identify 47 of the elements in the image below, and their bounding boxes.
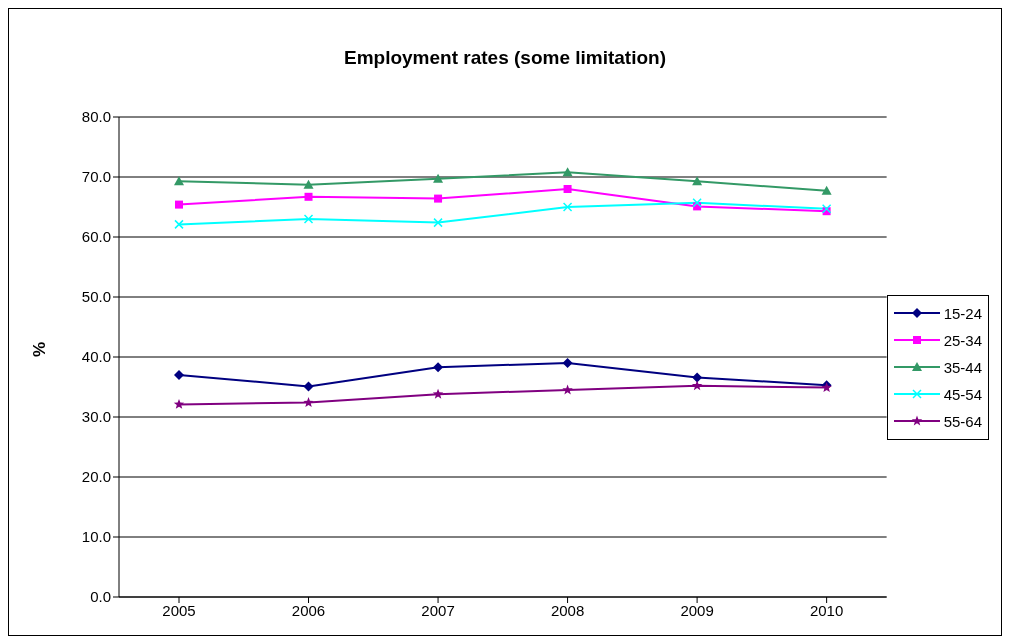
point	[432, 388, 444, 399]
y-tick-label: 80.0	[81, 108, 111, 126]
y-tick-label: 40.0	[81, 348, 111, 366]
legend-label: 25-34	[943, 331, 982, 349]
y-tick-label: 50.0	[81, 288, 111, 306]
y-tick-label: 70.0	[81, 168, 111, 186]
y-tick-label: 30.0	[81, 408, 111, 426]
point	[303, 397, 314, 408]
point	[174, 219, 184, 230]
y-tick-label: 10.0	[81, 528, 111, 546]
x-tick-label: 2009	[680, 601, 714, 619]
point	[562, 358, 573, 368]
point	[562, 384, 573, 395]
legend-label: 15-24	[943, 304, 982, 322]
y-tick-label: 60.0	[81, 228, 111, 246]
legend-label: 45-54	[943, 385, 982, 403]
legend-label: 35-44	[943, 358, 982, 376]
point	[563, 185, 572, 193]
point	[174, 370, 184, 380]
x-tick-label: 2008	[550, 601, 585, 619]
y-tick-label: 20.0	[81, 468, 111, 486]
point	[691, 380, 703, 391]
y-tick-label: 0.0	[90, 588, 111, 606]
point	[303, 214, 314, 224]
point	[562, 167, 573, 177]
point	[174, 176, 184, 186]
point	[692, 198, 702, 208]
legend-label: 55-64	[943, 412, 982, 430]
point	[821, 185, 832, 195]
x-tick-label: 2007	[421, 601, 455, 619]
x-tick-label: 2005	[162, 601, 196, 619]
point	[303, 179, 314, 189]
x-tick-label: 2006	[291, 601, 326, 619]
point	[303, 381, 314, 392]
x-tick-label: 2010	[809, 601, 844, 619]
y-axis-title: %	[30, 341, 50, 357]
point	[433, 173, 444, 183]
point	[433, 217, 443, 228]
point	[433, 362, 444, 373]
point	[562, 202, 573, 212]
point	[173, 398, 185, 409]
point	[692, 176, 703, 186]
point	[175, 200, 183, 209]
point	[692, 372, 703, 383]
chart-title: Employment rates (some limitation)	[343, 46, 667, 70]
point	[434, 194, 443, 203]
point	[304, 192, 313, 201]
